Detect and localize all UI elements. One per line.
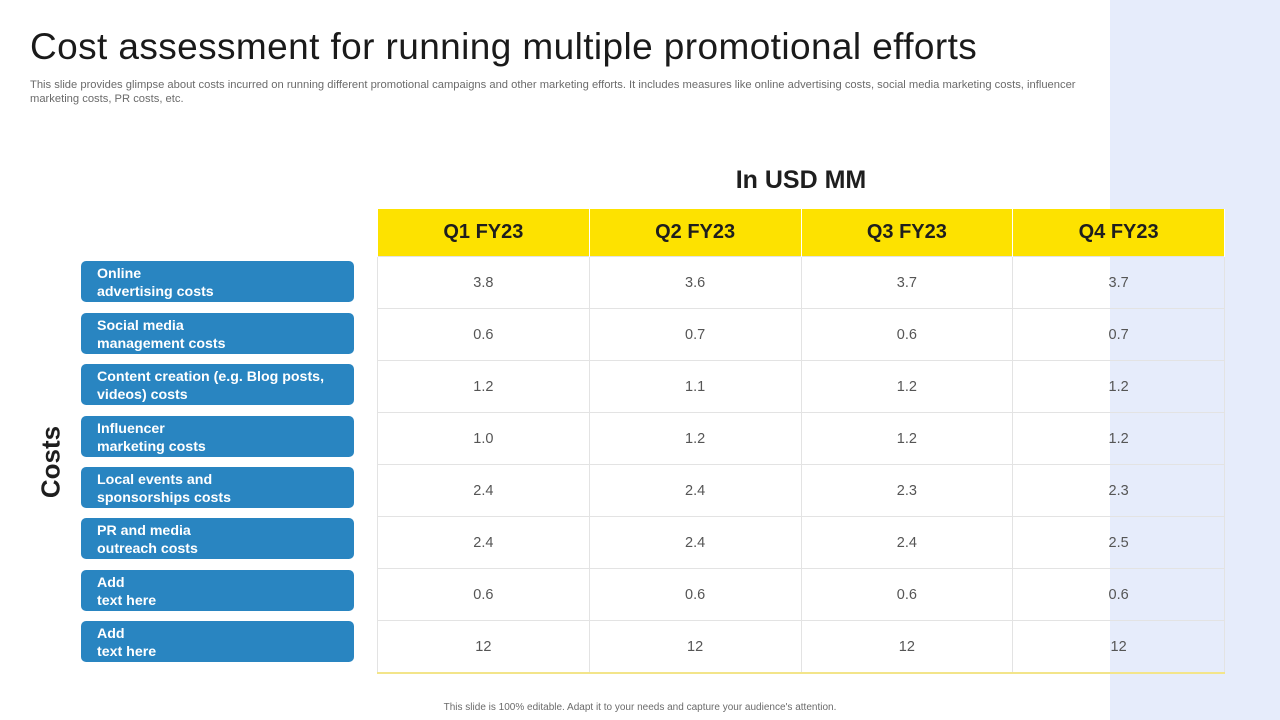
unit-label: In USD MM — [735, 166, 867, 194]
row-label-pr-media: PR and media outreach costs — [81, 518, 354, 559]
table-cell: 0.6 — [800, 308, 1014, 361]
row-label-add-text-1: Add text here — [81, 570, 354, 611]
table-cell: 12 — [377, 620, 590, 674]
table-cell: 1.2 — [800, 412, 1014, 465]
table-row: 0.6 0.7 0.6 0.7 — [377, 308, 1225, 361]
table-cell: 2.4 — [588, 516, 802, 569]
table-cell: 2.4 — [377, 464, 590, 517]
table-cell: 1.2 — [800, 360, 1014, 413]
table-cell: 2.4 — [800, 516, 1014, 569]
row-label-local-events: Local events and sponsorships costs — [81, 467, 354, 508]
table-cell: 0.6 — [1012, 568, 1225, 621]
page-subtitle: This slide provides glimpse about costs … — [30, 79, 1076, 105]
table-cell: 2.3 — [1012, 464, 1225, 517]
table-cell: 1.1 — [588, 360, 802, 413]
table-cell: 0.6 — [377, 568, 590, 621]
row-label-influencer: Influencer marketing costs — [81, 416, 354, 457]
row-label-content-creation: Content creation (e.g. Blog posts, video… — [81, 364, 354, 405]
table-cell: 0.6 — [377, 308, 590, 361]
table-cell: 2.4 — [588, 464, 802, 517]
row-label-social-media: Social media management costs — [81, 313, 354, 354]
table-cell: 12 — [800, 620, 1014, 674]
table-header-row: Q1 FY23 Q2 FY23 Q3 FY23 Q4 FY23 — [377, 209, 1225, 257]
costs-axis-label: Costs — [35, 425, 66, 499]
table-row: 12 12 12 12 — [377, 620, 1225, 674]
table-cell: 0.7 — [588, 308, 802, 361]
table-cell: 1.2 — [1012, 412, 1225, 465]
column-header-q3: Q3 FY23 — [800, 209, 1014, 257]
table-row: 3.8 3.6 3.7 3.7 — [377, 256, 1225, 309]
page-title: Cost assessment for running multiple pro… — [30, 26, 978, 67]
column-header-q2: Q2 FY23 — [588, 209, 802, 257]
column-header-q4: Q4 FY23 — [1012, 209, 1225, 257]
table-cell: 1.0 — [377, 412, 590, 465]
table-cell: 3.6 — [588, 256, 802, 309]
table-cell: 3.7 — [1012, 256, 1225, 309]
table-row: 2.4 2.4 2.4 2.5 — [377, 516, 1225, 569]
table-cell: 0.6 — [588, 568, 802, 621]
row-label-add-text-2: Add text here — [81, 621, 354, 662]
table-row: 2.4 2.4 2.3 2.3 — [377, 464, 1225, 517]
column-header-q1: Q1 FY23 — [377, 209, 590, 257]
row-label-online-advertising: Online advertising costs — [81, 261, 354, 302]
table-cell: 2.5 — [1012, 516, 1225, 569]
table-cell: 2.4 — [377, 516, 590, 569]
table-cell: 12 — [1012, 620, 1225, 674]
table-cell: 0.6 — [800, 568, 1014, 621]
table-row: 1.2 1.1 1.2 1.2 — [377, 360, 1225, 413]
table-cell: 2.3 — [800, 464, 1014, 517]
footer-note: This slide is 100% editable. Adapt it to… — [443, 702, 837, 713]
table-cell: 1.2 — [1012, 360, 1225, 413]
table-cell: 12 — [588, 620, 802, 674]
cost-table: Q1 FY23 Q2 FY23 Q3 FY23 Q4 FY23 3.8 3.6 … — [377, 209, 1225, 674]
table-cell: 1.2 — [377, 360, 590, 413]
table-row: 1.0 1.2 1.2 1.2 — [377, 412, 1225, 465]
table-cell: 0.7 — [1012, 308, 1225, 361]
table-cell: 3.7 — [800, 256, 1014, 309]
table-cell: 1.2 — [588, 412, 802, 465]
table-row: 0.6 0.6 0.6 0.6 — [377, 568, 1225, 621]
table-cell: 3.8 — [377, 256, 590, 309]
